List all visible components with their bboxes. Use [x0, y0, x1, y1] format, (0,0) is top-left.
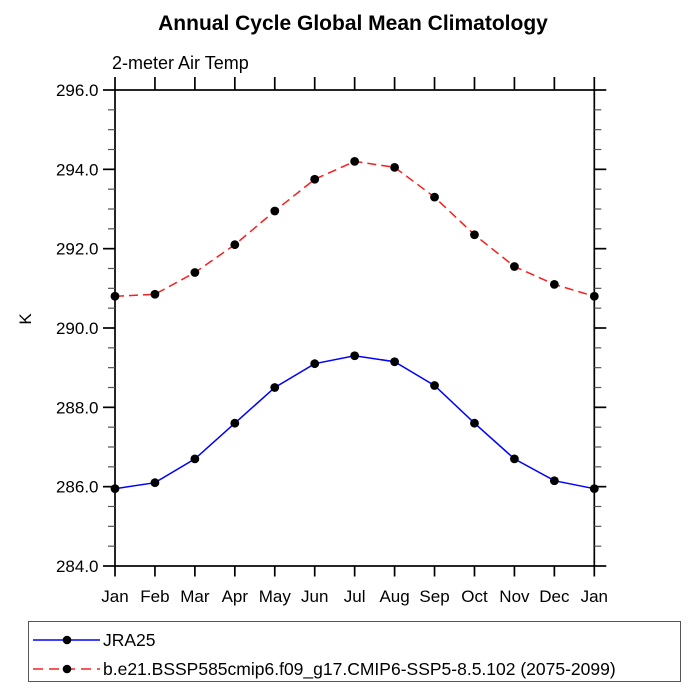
data-point-marker	[150, 289, 160, 299]
data-point-marker	[150, 478, 160, 488]
data-point-marker	[350, 351, 360, 361]
legend-item-1: b.e21.BSSP585cmip6.f09_g17.CMIP6-SSP5-8.…	[32, 658, 616, 680]
data-point-marker	[390, 357, 399, 367]
data-point-marker	[270, 206, 280, 216]
x-tick-label: Jul	[344, 587, 366, 606]
data-point-marker	[310, 174, 320, 184]
y-tick-label: 292.0	[56, 240, 99, 259]
y-tick-label: 286.0	[56, 478, 99, 497]
x-tick-label: Feb	[140, 587, 169, 606]
x-tick-label: May	[259, 587, 292, 606]
y-tick-label: 290.0	[56, 319, 99, 338]
legend-line-sample	[33, 635, 100, 645]
x-tick-label: Sep	[419, 587, 449, 606]
y-tick-label: 284.0	[56, 557, 99, 576]
series-line-1	[114, 160, 595, 298]
x-tick-label: Jun	[301, 587, 328, 606]
x-tick-label: Apr	[222, 587, 249, 606]
legend-line-sample	[33, 664, 100, 674]
series-line-0	[114, 355, 595, 490]
data-point-marker	[470, 230, 479, 240]
data-point-marker	[190, 268, 200, 277]
data-point-marker	[549, 476, 559, 486]
x-tick-label: Oct	[461, 587, 488, 606]
x-tick-label: Mar	[180, 587, 210, 606]
data-point-marker	[310, 359, 320, 369]
chart-subtitle: 2-meter Air Temp	[112, 53, 249, 73]
data-point-marker	[350, 157, 360, 166]
data-point-marker	[110, 484, 120, 494]
y-tick-label: 294.0	[56, 160, 99, 179]
data-point-marker	[470, 418, 479, 428]
legend-label: JRA25	[103, 629, 156, 650]
legend-label: b.e21.BSSP585cmip6.f09_g17.CMIP6-SSP5-8.…	[103, 658, 616, 679]
x-tick-label: Aug	[379, 587, 409, 606]
data-point-marker	[430, 192, 439, 202]
x-tick-label: Jan	[101, 587, 128, 606]
x-tick-label: Dec	[539, 587, 570, 606]
legend-box: JRA25 b.e21.BSSP585cmip6.f09_g17.CMIP6-SS…	[28, 621, 681, 682]
data-point-marker	[430, 381, 439, 390]
data-point-marker	[510, 262, 519, 271]
data-point-marker	[510, 454, 519, 464]
x-tick-label: Nov	[499, 587, 530, 606]
chart-title: Annual Cycle Global Mean Climatology	[158, 12, 548, 35]
legend-item-0: JRA25	[32, 629, 156, 651]
y-tick-label: 296.0	[56, 81, 99, 100]
data-point-marker	[549, 279, 559, 289]
data-point-marker	[230, 240, 240, 250]
data-point-marker	[110, 291, 120, 301]
data-point-marker	[589, 291, 599, 301]
legend-marker	[62, 664, 72, 674]
legend-marker	[62, 635, 72, 645]
data-point-marker	[589, 484, 599, 494]
y-tick-label: 288.0	[56, 398, 99, 417]
data-point-marker	[270, 383, 280, 392]
x-tick-label: Jan	[581, 587, 608, 606]
data-point-marker	[190, 454, 200, 464]
data-point-marker	[230, 418, 240, 428]
data-point-marker	[390, 162, 399, 172]
